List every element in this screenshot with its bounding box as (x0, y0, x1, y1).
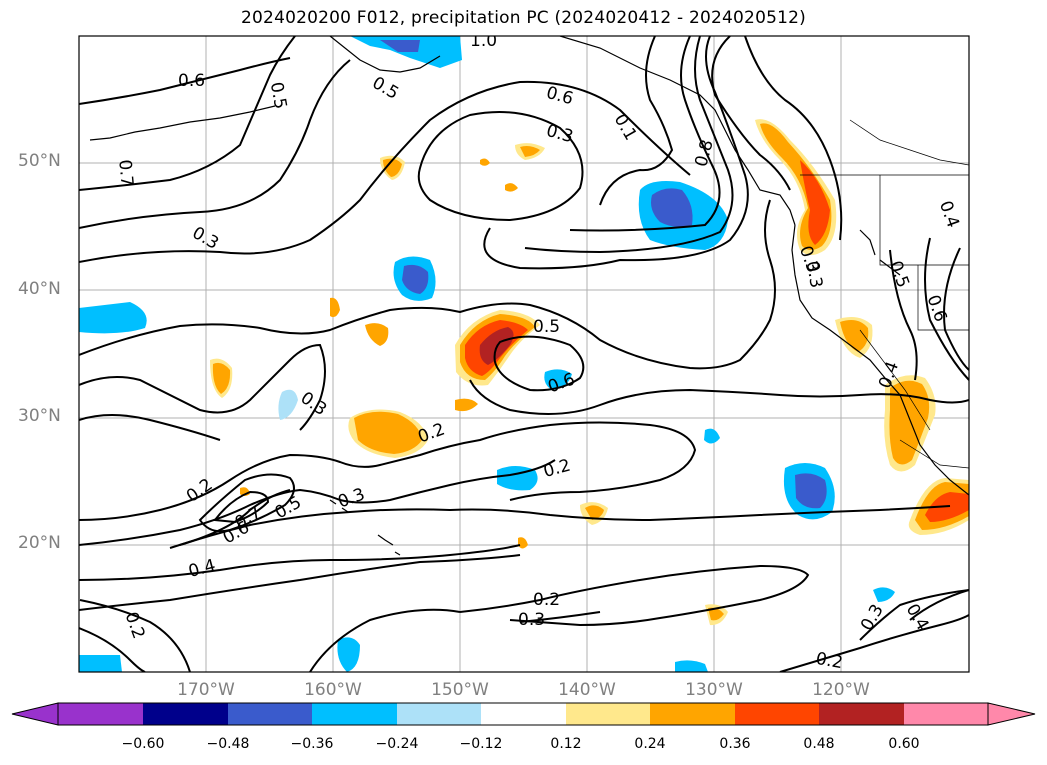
colorbar-segment (143, 703, 228, 725)
colorbar-tick: −0.60 (121, 736, 165, 752)
contour-label: 0.3 (189, 223, 222, 254)
colorbar-segment (819, 703, 904, 725)
lon-label: 120°W (812, 680, 870, 700)
contour-label: 0.1 (610, 111, 641, 144)
lon-label: 150°W (431, 680, 489, 700)
colorbar-tick: 0.12 (550, 736, 582, 752)
contour-label: 0.2 (415, 419, 447, 447)
colorbar-segment (904, 703, 988, 725)
map-title: 2024020200 F012, precipitation PC (20240… (241, 8, 806, 28)
contour-label: 0.5 (266, 81, 290, 111)
contour-label: 0.3 (544, 121, 575, 147)
colorbar-segment (397, 703, 481, 725)
lon-label: 130°W (685, 680, 743, 700)
lat-label: 40°N (18, 279, 61, 299)
colorbar-tick: 0.48 (803, 736, 835, 752)
contour-label: 0.6 (178, 71, 205, 91)
colorbar-segment (312, 703, 397, 725)
contour-label: 0.2 (121, 609, 149, 641)
contour-label: 0.3 (857, 601, 888, 634)
lat-label: 20°N (18, 533, 61, 553)
contour-label: 0.6 (923, 292, 951, 324)
contour-label: 0.7 (114, 159, 136, 188)
contour-label: 1.0 (470, 31, 497, 51)
colorbar-tick: −0.48 (206, 736, 250, 752)
colorbar-tick: 0.60 (888, 736, 920, 752)
contour-label: 0.3 (802, 260, 826, 290)
colorbar-segment (58, 703, 143, 725)
colorbar (11, 702, 1036, 726)
map-frame (78, 35, 970, 673)
colorbar-tick: 0.24 (634, 736, 666, 752)
contour-label: 0.3 (518, 610, 545, 630)
graticule (79, 36, 969, 672)
colorbar-tick: 0.36 (719, 736, 751, 752)
contour-label: 0.2 (814, 649, 844, 673)
colorbar-extend-low (11, 702, 59, 726)
colorbar-segment (566, 703, 650, 725)
lon-label: 170°W (177, 680, 235, 700)
lon-label: 140°W (558, 680, 616, 700)
contour-label: 0.4 (186, 556, 217, 582)
contour-label: 0.5 (369, 73, 402, 104)
border-lines (800, 119, 969, 469)
contour-label: 0.5 (885, 258, 913, 290)
lon-label: 160°W (304, 680, 362, 700)
colorbar-segment (228, 703, 312, 725)
colorbar-segment (650, 703, 735, 725)
lat-label: 50°N (18, 151, 61, 171)
contour-label: 0.4 (935, 198, 963, 230)
colorbar-segment (735, 703, 819, 725)
precip-fill-positive (210, 119, 969, 626)
colorbar-tick: −0.12 (459, 736, 503, 752)
contour-label: 0.3 (297, 388, 331, 420)
contour-label: 0.2 (541, 456, 572, 482)
lat-label: 30°N (18, 406, 61, 426)
contour-label: 0.5 (533, 317, 560, 337)
contour-label: 0.2 (533, 590, 560, 610)
colorbar-tick: −0.36 (290, 736, 334, 752)
colorbar-tick: −0.24 (375, 736, 419, 752)
contour-label: 0.3 (335, 484, 367, 512)
contour-labels: 1.0 0.6 0.5 0.7 0.5 0.6 0.3 0.1 0.8 0.4 … (114, 31, 963, 673)
colorbar-extend-high (987, 702, 1036, 726)
contour-label: 0.5 (272, 492, 305, 523)
contour-lines (79, 36, 969, 672)
colorbar-segment (481, 703, 566, 725)
